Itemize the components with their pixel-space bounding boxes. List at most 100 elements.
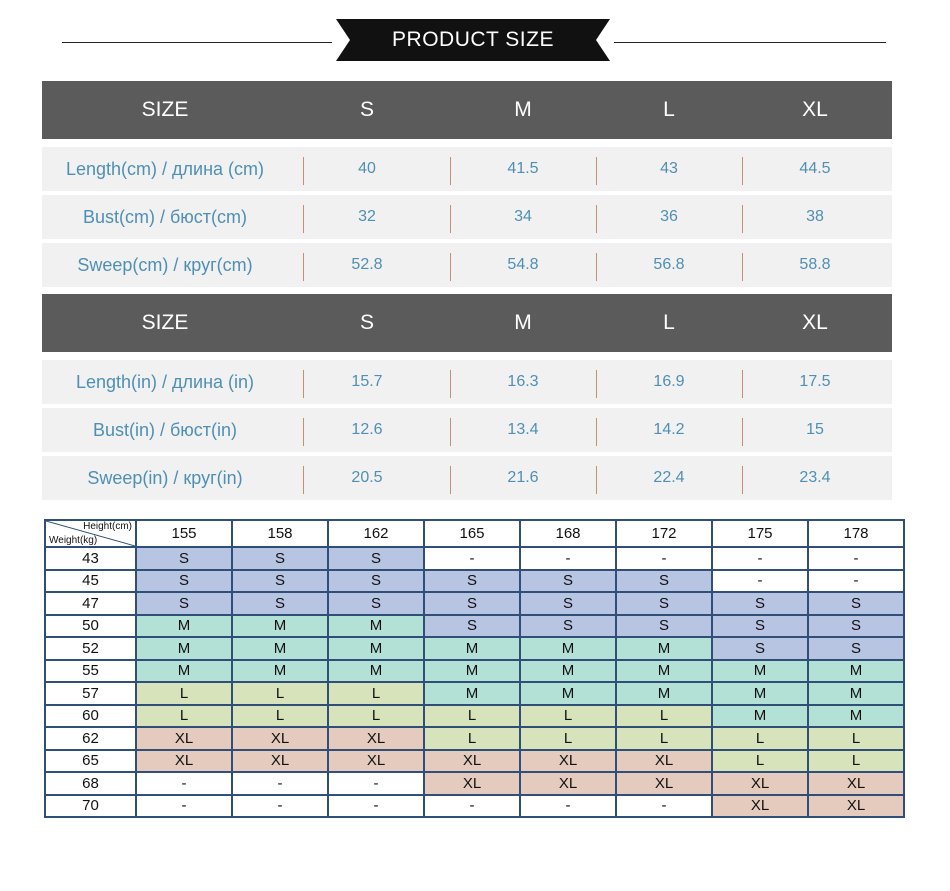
size-cell: - — [519, 546, 617, 571]
size-cell: M — [327, 613, 425, 638]
value-xl: 38 — [806, 208, 824, 225]
header-l: L — [663, 98, 675, 121]
size-cell: XL — [231, 726, 329, 751]
size-cell: - — [231, 771, 329, 796]
size-cell: S — [615, 568, 713, 593]
size-cell: S — [135, 568, 233, 593]
weight-cell: 45 — [44, 568, 137, 593]
size-cell: XL — [807, 771, 905, 796]
grid-row: 65 XL XL XL XL XL XL L L — [44, 748, 905, 773]
table-header: SIZE S M L XL — [42, 81, 892, 139]
size-cell: S — [135, 546, 233, 571]
size-cell: S — [711, 591, 809, 616]
height-header-cell: 155 — [135, 519, 233, 548]
size-cell: S — [807, 613, 905, 638]
size-cell: S — [615, 613, 713, 638]
size-cell: L — [519, 726, 617, 751]
size-cell: M — [711, 681, 809, 706]
height-axis-label: Height(cm) — [83, 521, 132, 532]
size-cell: M — [807, 658, 905, 683]
size-cell: XL — [519, 748, 617, 773]
size-cell: - — [615, 793, 713, 818]
size-cell: M — [327, 658, 425, 683]
value-l: 36 — [660, 208, 678, 225]
size-cell: S — [135, 591, 233, 616]
header-xl: XL — [802, 98, 828, 121]
size-cell: S — [519, 591, 617, 616]
row-label: Sweep(cm) / круг(cm) — [77, 254, 253, 275]
weight-cell: 60 — [44, 703, 137, 728]
size-cell: - — [423, 793, 521, 818]
value-l: 16.9 — [653, 373, 685, 390]
size-cell: S — [231, 546, 329, 571]
size-cell: M — [135, 613, 233, 638]
size-cell: L — [327, 703, 425, 728]
size-cell: XL — [135, 726, 233, 751]
size-cell: XL — [615, 748, 713, 773]
size-cell: M — [135, 636, 233, 661]
size-cell: M — [231, 636, 329, 661]
size-cell: L — [711, 726, 809, 751]
size-cell: L — [231, 681, 329, 706]
size-cell: - — [519, 793, 617, 818]
value-xl: 23.4 — [799, 469, 831, 486]
grid-row: 45 S S S S S S - - — [44, 568, 905, 593]
value-s: 12.6 — [351, 421, 383, 438]
banner-title: PRODUCT SIZE — [366, 19, 580, 61]
grid-row: 43 S S S - - - - - — [44, 546, 905, 571]
height-header-cell: 172 — [615, 519, 713, 548]
size-cell: - — [327, 771, 425, 796]
grid-row: 62 XL XL XL L L L L L — [44, 726, 905, 751]
value-l: 56.8 — [653, 256, 685, 273]
size-cell: M — [327, 636, 425, 661]
weight-cell: 68 — [44, 771, 137, 796]
weight-axis-label: Weight(kg) — [49, 535, 98, 546]
header-size: SIZE — [141, 311, 189, 334]
table-row-length: Length(cm) / длина (cm) 40 41.5 43 44.5 — [42, 147, 892, 191]
size-cell: S — [327, 546, 425, 571]
value-m: 13.4 — [507, 421, 539, 438]
size-cell: M — [423, 658, 521, 683]
banner-ribbon-left — [336, 19, 366, 61]
value-s: 40 — [358, 160, 376, 177]
size-cell: L — [807, 726, 905, 751]
height-header-cell: 158 — [231, 519, 329, 548]
size-cell: S — [423, 568, 521, 593]
weight-cell: 57 — [44, 681, 137, 706]
size-cell: L — [711, 748, 809, 773]
banner-rule-right — [614, 42, 886, 43]
table-row-length: Length(in) / длина (in) 15.7 16.3 16.9 1… — [42, 360, 892, 404]
size-cell: - — [711, 546, 809, 571]
size-cell: XL — [711, 771, 809, 796]
size-cell: XL — [423, 771, 521, 796]
header-m: M — [514, 311, 532, 334]
size-cell: M — [519, 681, 617, 706]
size-cell: - — [327, 793, 425, 818]
product-size-banner: PRODUCT SIZE — [0, 0, 950, 70]
size-cell: L — [423, 726, 521, 751]
size-cell: S — [711, 636, 809, 661]
size-cell: L — [519, 703, 617, 728]
size-cell: XL — [135, 748, 233, 773]
size-cell: XL — [711, 793, 809, 818]
row-label: Sweep(in) / круг(in) — [87, 467, 243, 488]
weight-cell: 52 — [44, 636, 137, 661]
size-cell: S — [231, 591, 329, 616]
value-l: 43 — [660, 160, 678, 177]
size-cell: XL — [327, 748, 425, 773]
size-cell: XL — [519, 771, 617, 796]
height-header-cell: 178 — [807, 519, 905, 548]
size-cell: S — [519, 568, 617, 593]
grid-row: 55 M M M M M M M M — [44, 658, 905, 683]
weight-cell: 65 — [44, 748, 137, 773]
size-cell: M — [423, 636, 521, 661]
size-cell: S — [327, 568, 425, 593]
grid-row: 60 L L L L L L M M — [44, 703, 905, 728]
size-cell: S — [327, 591, 425, 616]
value-m: 41.5 — [507, 160, 539, 177]
size-cell: M — [711, 703, 809, 728]
grid-row: 57 L L L M M M M M — [44, 681, 905, 706]
banner-ribbon-right — [580, 19, 610, 61]
size-cell: S — [615, 591, 713, 616]
value-m: 21.6 — [507, 469, 539, 486]
